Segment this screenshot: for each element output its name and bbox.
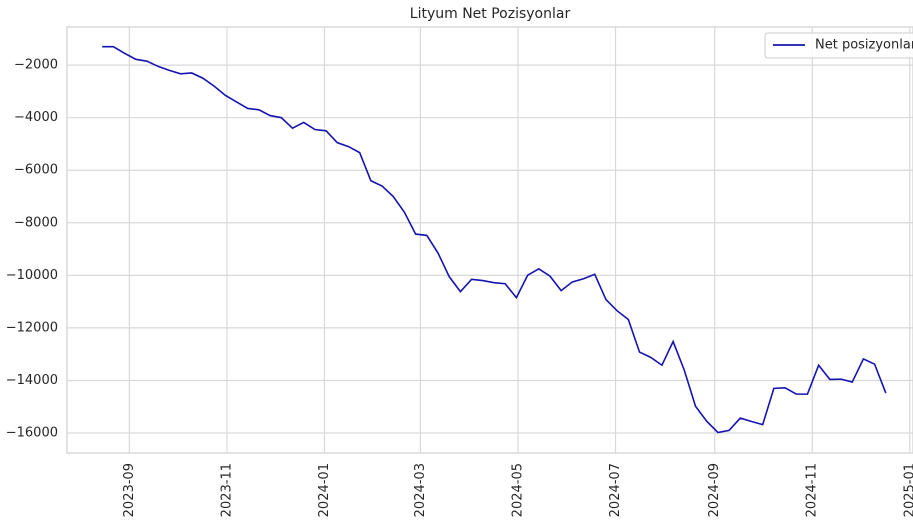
x-tick-label: 2023-09 [122,463,137,517]
y-tick-label: −2000 [14,58,58,73]
x-tick-label: 2024-11 [805,463,820,517]
y-tick-label: −12000 [6,320,58,335]
x-tick-label: 2024-07 [608,463,623,517]
y-tick-label: −14000 [6,373,58,388]
legend-label: Net posizyonlar [815,38,913,53]
x-tick-label: 2023-11 [219,463,234,517]
data-line [102,45,887,434]
y-tick-label: −6000 [14,163,58,178]
x-tick-label: 2025-01 [902,463,913,517]
y-tick-label: −4000 [14,110,58,125]
y-tick-label: −10000 [6,268,58,283]
plot-frame [66,26,913,454]
chart-title: Lityum Net Pozisyonlar [410,6,571,22]
legend: Net posizyonlar [764,32,913,59]
y-tick-label: −8000 [14,215,58,230]
x-tick-label: 2024-05 [510,463,525,517]
x-tick-label: 2024-03 [413,463,428,517]
y-tick-label: −16000 [6,426,58,441]
x-tick-label: 2024-01 [317,463,332,517]
legend-box [764,32,913,59]
x-tick-label: 2024-09 [707,463,722,517]
